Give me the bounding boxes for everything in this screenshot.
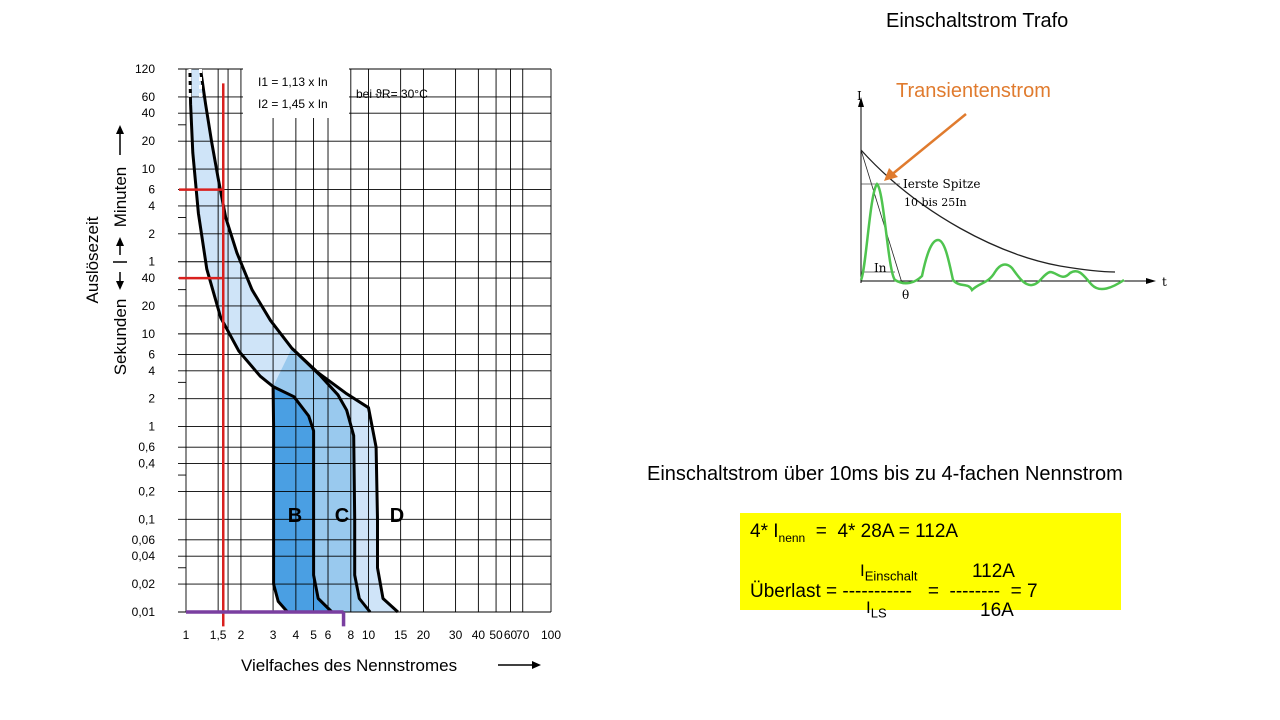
- y-tick-label-minutes: 10: [142, 162, 156, 176]
- overload-numerator-value: 112A: [972, 561, 1015, 582]
- y-tick-label-seconds: 0,2: [138, 484, 155, 498]
- y-tick-label-seconds: 6: [148, 347, 155, 361]
- overload-formula: Überlast = ----------- = -------- = 7: [750, 581, 1038, 602]
- overload-denominator-value: 16A: [980, 600, 1014, 621]
- legend-box: [243, 68, 349, 118]
- nominal-prefix: 4* I: [750, 521, 779, 542]
- calculation-box: [740, 513, 1121, 610]
- region-d-label: D: [390, 505, 404, 527]
- x-tick-label: 60: [504, 628, 518, 642]
- x-axis-arrow: [498, 661, 541, 669]
- y-tick-label-minutes: 2: [148, 227, 155, 241]
- breaker-denominator-symbol: I: [866, 598, 871, 617]
- y-tick-label-seconds: 10: [142, 327, 156, 341]
- inrush-numerator-symbol: I: [860, 561, 865, 580]
- transient-arrow: [889, 113, 967, 177]
- x-tick-label: 15: [394, 628, 408, 642]
- x-tick-label: 50: [489, 628, 503, 642]
- nominal-calculation: 4* Inenn = 4* 28A = 112A: [750, 521, 958, 545]
- legend-i2: I2 = 1,45 x In: [258, 97, 328, 111]
- inrush-x-axis-label: t: [1162, 275, 1167, 289]
- transient-arrow-head: [884, 168, 898, 181]
- y-tick-label-minutes: 20: [142, 134, 156, 148]
- trip-curve: [290, 347, 372, 613]
- y-tick-label-minutes: 6: [148, 183, 155, 197]
- y-tick-label-minutes: 4: [148, 199, 155, 213]
- y-tick-label-minutes: 120: [135, 62, 155, 76]
- x-tick-label: 4: [293, 628, 300, 642]
- y-tick-label-seconds: 40: [142, 271, 156, 285]
- y-tick-label-seconds: 0,4: [138, 456, 155, 470]
- y-tick-label-seconds: 0,1: [138, 512, 155, 526]
- y-axis-minutes-label: Minuten: [111, 167, 130, 227]
- region-b-fill: [273, 386, 332, 612]
- breaker-denominator-subscript: LS: [870, 605, 887, 621]
- peak-range-label: 10 bis 25In: [904, 196, 967, 209]
- y-tick-label-seconds: 0,06: [132, 533, 156, 547]
- x-tick-label: 3: [270, 628, 277, 642]
- nominal-result: = 4* 28A = 112A: [805, 521, 959, 542]
- y-tick-label-seconds: 0,6: [138, 440, 155, 454]
- y-tick-label-seconds: 1: [148, 420, 155, 434]
- y-tick-label-seconds: 4: [148, 364, 155, 378]
- x-tick-label: 5: [310, 628, 317, 642]
- y-tick-label-minutes: 1: [148, 255, 155, 269]
- x-tick-label: 6: [325, 628, 332, 642]
- peak-label: Ierste Spitze: [903, 177, 980, 191]
- x-tick-label: 2: [238, 628, 245, 642]
- legend-i1: I1 = 1,13 x In: [258, 75, 328, 89]
- breaker-denominator: ILS: [866, 598, 887, 620]
- x-axis-label: Vielfaches des Nennstromes: [241, 656, 457, 675]
- trip-curve: [188, 68, 289, 613]
- x-tick-label: 30: [449, 628, 463, 642]
- decay-envelope: [860, 149, 1116, 273]
- y-axis-arrows: [113, 125, 127, 290]
- x-tick-label: 70: [516, 628, 530, 642]
- x-tick-label: 20: [417, 628, 431, 642]
- x-tick-label: 8: [347, 628, 354, 642]
- inrush-description: Einschaltstrom über 10ms bis zu 4-fachen…: [647, 463, 1123, 485]
- region-b-label: B: [288, 505, 302, 527]
- x-tick-label: 100: [541, 628, 561, 642]
- y-tick-label-seconds: 0,02: [132, 577, 156, 591]
- inrush-numerator-subscript: Einschalt: [864, 568, 918, 584]
- y-tick-label-seconds: 2: [148, 392, 155, 406]
- y-tick-label-seconds: 0,04: [132, 549, 156, 563]
- inrush-chart-title: Einschaltstrom Trafo: [886, 10, 1069, 32]
- inrush-y-axis-label: I: [857, 89, 862, 103]
- y-tick-label-seconds: 0,01: [132, 605, 156, 619]
- x-tick-label: 10: [362, 628, 376, 642]
- x-tick-label: 40: [472, 628, 486, 642]
- region-c-label: C: [335, 505, 349, 527]
- x-tick-label: 1: [183, 628, 190, 642]
- transient-current-series: [859, 182, 1125, 293]
- transient-current-label: Transientenstrom: [896, 80, 1051, 102]
- trip-curve: [272, 385, 333, 614]
- inrush-numerator: IEinschalt: [860, 561, 917, 583]
- y-axis-seconds-label: Sekunden: [111, 299, 130, 376]
- tangent-line: [860, 149, 903, 284]
- nominal-current-label: In: [874, 261, 887, 275]
- theta-label: θ: [902, 288, 909, 302]
- region-c-fill: [273, 348, 371, 612]
- y-axis-label: Auslösezeit: [83, 216, 102, 303]
- y-tick-label-minutes: 40: [142, 106, 156, 120]
- y-tick-label-seconds: 20: [142, 299, 156, 313]
- y-tick-label-minutes: 60: [142, 90, 156, 104]
- nominal-subscript: nenn: [778, 530, 806, 545]
- legend-temperature: bei ϑR= 30°C: [356, 87, 428, 101]
- x-tick-label: 1,5: [210, 628, 227, 642]
